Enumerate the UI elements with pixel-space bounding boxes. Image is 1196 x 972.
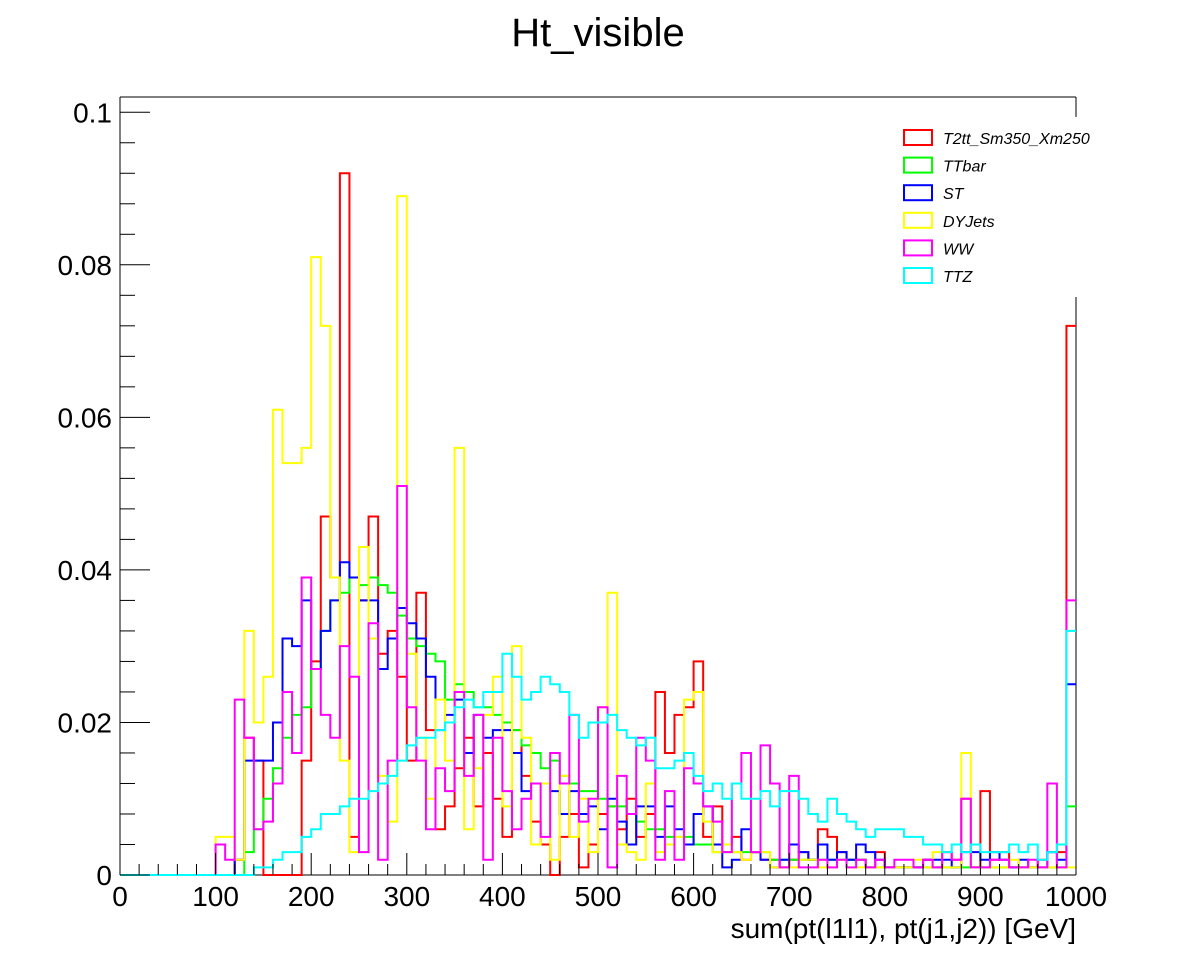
y-tick-label: 0 (96, 860, 112, 891)
legend-swatch (903, 211, 933, 229)
legend-swatch (903, 267, 933, 284)
chart-title: Ht_visible (511, 11, 684, 55)
legend-swatch (903, 184, 933, 202)
legend-label: T2tt_Sm350_Xm250 (943, 131, 1090, 148)
x-tick-label: 800 (861, 881, 908, 912)
x-tick-label: 900 (957, 881, 1004, 912)
legend-swatch (903, 129, 933, 146)
y-tick-label: 0.1 (73, 97, 112, 128)
y-tick-label: 0.02 (58, 707, 113, 738)
legend-swatch (903, 239, 933, 257)
y-tick-label: 0.06 (58, 402, 113, 433)
legend-label: ST (943, 186, 965, 203)
series-layer (120, 172, 1076, 876)
series-line-ttz (120, 629, 1076, 876)
y-tick-label: 0.04 (58, 555, 113, 586)
y-tick-label: 0.08 (58, 250, 113, 281)
x-tick-label: 500 (575, 881, 622, 912)
x-tick-label: 400 (479, 881, 526, 912)
legend-swatch (903, 156, 933, 174)
x-tick-label: 700 (766, 881, 813, 912)
x-axis-label: sum(pt(l1l1), pt(j1,j2)) [GeV] (731, 913, 1076, 944)
legend-label: TTZ (943, 269, 974, 286)
x-tick-label: 600 (670, 881, 717, 912)
legend-label: WW (943, 241, 975, 258)
series-line-ww (120, 485, 1076, 876)
x-tick-label: 1000 (1045, 881, 1107, 912)
x-tick-label: 100 (192, 881, 239, 912)
x-tick-label: 200 (288, 881, 335, 912)
legend: T2tt_Sm350_Xm250 TTbar ST DYJets WW TTZ (894, 117, 1116, 297)
x-tick-label: 0 (112, 881, 128, 912)
x-tick-label: 300 (383, 881, 430, 912)
legend-label: DYJets (943, 214, 995, 231)
axes-layer: 0 100 200 300 400 500 600 700 800 900 1000 0 0.02 0.0… (58, 97, 1108, 912)
legend-label: TTbar (943, 159, 986, 176)
